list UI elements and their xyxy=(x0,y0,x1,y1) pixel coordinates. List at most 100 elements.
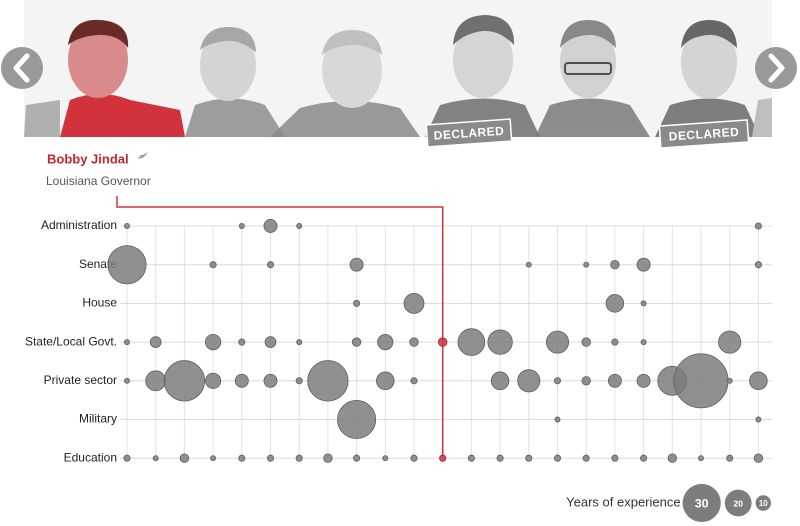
bubble xyxy=(234,373,249,388)
bubble xyxy=(410,454,418,462)
bubble xyxy=(351,337,362,347)
bubble xyxy=(263,219,278,233)
bubble xyxy=(124,339,130,346)
row-label: State/Local Govt. xyxy=(25,334,117,348)
bubble xyxy=(238,454,246,462)
bubble xyxy=(264,336,277,348)
bubble xyxy=(353,299,361,307)
bubble xyxy=(611,454,619,462)
bubble xyxy=(754,222,762,230)
row-label: Administration xyxy=(41,218,117,232)
bubble xyxy=(163,360,206,402)
bubble xyxy=(754,261,762,269)
bubble xyxy=(755,416,762,423)
bubble xyxy=(438,337,448,347)
legend-bubble xyxy=(724,489,752,517)
badge-text: DECLARED xyxy=(433,124,504,143)
bubble xyxy=(545,330,570,354)
legend-title: Years of experience xyxy=(566,494,680,509)
bubble xyxy=(238,338,246,346)
bubble xyxy=(581,337,591,347)
bubble xyxy=(517,369,541,393)
bubble xyxy=(487,329,513,355)
bubble xyxy=(607,373,622,388)
bubble xyxy=(582,454,590,462)
bubble xyxy=(640,454,648,462)
bubble xyxy=(726,454,734,462)
next-button[interactable] xyxy=(755,47,797,89)
portrait[interactable] xyxy=(24,19,185,137)
legend-bubble xyxy=(755,495,771,511)
selection-line xyxy=(116,196,444,459)
portrait[interactable] xyxy=(185,26,285,137)
selected-subtitle: Louisiana Governor xyxy=(46,174,151,188)
selected-name: Bobby Jindal xyxy=(47,151,129,166)
bubble xyxy=(439,454,447,462)
bubble xyxy=(238,223,245,229)
twitter-icon[interactable] xyxy=(137,152,148,159)
bubble xyxy=(410,377,418,385)
bubble xyxy=(377,333,394,351)
bubble xyxy=(611,338,619,346)
bubble xyxy=(583,261,590,268)
bubble xyxy=(296,339,303,346)
bubble xyxy=(726,377,733,384)
bubble xyxy=(179,453,190,463)
bubble xyxy=(382,455,389,462)
bubble xyxy=(698,455,704,462)
bubble xyxy=(640,300,647,307)
bubble xyxy=(554,416,561,423)
bubble xyxy=(553,454,562,462)
bubble xyxy=(403,293,425,314)
bubble xyxy=(149,336,162,348)
bubble xyxy=(337,399,377,439)
bubble xyxy=(636,257,651,272)
bubble xyxy=(353,454,361,462)
row-label: Education xyxy=(64,450,117,464)
portrait[interactable] xyxy=(535,20,650,137)
bubble xyxy=(409,337,419,347)
legend-label: 20 xyxy=(733,498,743,508)
badge: DECLARED xyxy=(658,119,750,149)
badge: DECLARED xyxy=(425,118,513,148)
row-label: Military xyxy=(79,412,117,426)
bubble xyxy=(307,360,349,402)
legend-label: 10 xyxy=(759,499,768,508)
bubble xyxy=(753,453,764,463)
bubble xyxy=(124,223,130,229)
bubble xyxy=(525,261,532,268)
bubble xyxy=(605,294,625,313)
badge-text: DECLARED xyxy=(668,125,739,144)
bubble xyxy=(376,371,395,391)
bubble xyxy=(718,330,742,354)
bubble xyxy=(673,353,729,409)
bubble xyxy=(490,371,510,391)
bubble xyxy=(295,454,303,462)
bubble xyxy=(496,454,504,462)
legend-bubble xyxy=(682,483,721,523)
bubble xyxy=(636,373,651,388)
bubble xyxy=(553,377,562,385)
bubble xyxy=(145,370,167,392)
bubble xyxy=(209,261,217,269)
bubble xyxy=(205,333,222,351)
carousel: DECLARED DECLARED xyxy=(1,0,797,149)
legend-label: 30 xyxy=(695,496,709,510)
bubble xyxy=(210,455,217,462)
bubble xyxy=(610,260,620,270)
bubble xyxy=(349,257,364,272)
prev-button[interactable] xyxy=(1,47,43,89)
bubble xyxy=(205,372,222,389)
bubble xyxy=(107,245,147,285)
bubble xyxy=(124,377,130,384)
bubble xyxy=(749,371,768,391)
bubble xyxy=(123,454,131,462)
row-label: Private sector xyxy=(44,373,117,387)
bubble xyxy=(266,454,275,462)
bubble xyxy=(467,454,475,462)
bubble xyxy=(263,373,278,388)
bubble xyxy=(581,376,591,386)
bubble xyxy=(640,339,647,346)
bubble xyxy=(457,328,486,356)
portrait[interactable] xyxy=(270,30,420,137)
